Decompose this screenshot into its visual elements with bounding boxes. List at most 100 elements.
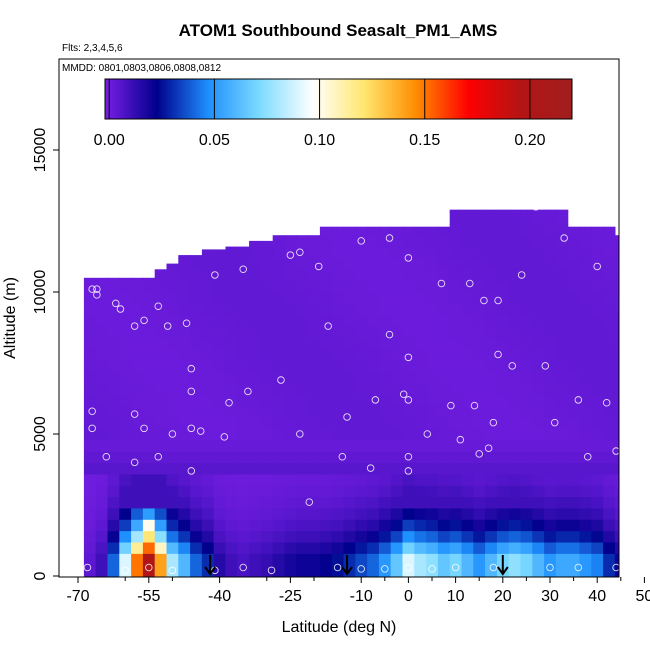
x-tick-label: 40 (588, 588, 606, 605)
heatmap-cell (627, 440, 639, 452)
heatmap-cell (178, 255, 191, 259)
heatmap-cell (508, 473, 522, 486)
heatmap-cell (308, 382, 321, 395)
heatmap-cell (461, 564, 474, 577)
heatmap-cell (614, 428, 619, 441)
heatmap-cell (591, 226, 604, 236)
heatmap-cell (532, 257, 545, 270)
heatmap-cell (237, 428, 250, 441)
heatmap-cell (142, 462, 156, 475)
flight-point (404, 452, 413, 461)
heatmap-cell (119, 428, 132, 441)
heatmap-cell (355, 564, 368, 577)
heatmap-cell (532, 314, 545, 327)
heatmap-cell (225, 280, 238, 293)
heatmap-cell (296, 394, 309, 407)
heatmap-cell (532, 269, 545, 282)
heatmap-cell (237, 541, 250, 554)
flight-point (489, 418, 498, 427)
heatmap-cell (449, 553, 463, 566)
heatmap-cell (461, 462, 474, 475)
heatmap-cell (284, 257, 297, 270)
heatmap-cell (142, 360, 156, 373)
flight-point (480, 296, 488, 305)
heatmap-cell (508, 530, 522, 543)
flight-point (584, 452, 592, 461)
heatmap-cell (355, 541, 368, 554)
heatmap-cell (449, 485, 463, 498)
heatmap-cell (591, 553, 604, 566)
heatmap-cell (603, 226, 616, 236)
heatmap-cell (603, 348, 616, 361)
flight-point (357, 237, 365, 245)
heatmap-cell (249, 371, 262, 384)
heatmap-cell (461, 303, 474, 316)
heatmap-cell (367, 303, 380, 316)
heatmap-cell (107, 280, 120, 293)
heatmap-cell (496, 337, 510, 350)
heatmap-cell (260, 240, 274, 248)
heatmap-cell (426, 269, 439, 282)
heatmap-cell (367, 541, 380, 554)
heatmap-cell (639, 315, 650, 327)
heatmap-cell (555, 257, 569, 270)
heatmap-cell (639, 440, 650, 452)
heatmap-cell (485, 382, 498, 395)
heatmap-cell (119, 439, 132, 452)
heatmap-cell (378, 246, 392, 259)
heatmap-cell (296, 382, 309, 395)
heatmap-cell (107, 382, 120, 395)
heatmap-cell (154, 473, 168, 486)
heatmap-cell (532, 223, 545, 236)
heatmap-cell (119, 530, 132, 543)
heatmap-cell (213, 292, 227, 304)
x-axis: -70-55-40-25-1001020304050607080 (66, 577, 650, 605)
heatmap-cell (331, 226, 345, 236)
heatmap-cell (367, 337, 380, 350)
heatmap-cell (260, 246, 274, 259)
heatmap-cell (402, 416, 415, 429)
heatmap-cell (119, 314, 132, 327)
heatmap-cell (461, 451, 474, 463)
heatmap-cell (496, 209, 510, 214)
heatmap-cell (166, 292, 179, 304)
heatmap-cell (237, 473, 250, 486)
heatmap-cell (426, 246, 439, 259)
heatmap-cell (296, 360, 309, 373)
flight-point (296, 248, 304, 256)
flight-point (314, 262, 323, 271)
flight-point (277, 376, 285, 384)
heatmap-cell (591, 451, 604, 463)
heatmap-cell (485, 394, 498, 407)
heatmap-cell (190, 439, 203, 452)
heatmap-cell (367, 507, 380, 520)
heatmap-cell (166, 451, 179, 463)
heatmap-cell (260, 519, 274, 532)
heatmap-cell (201, 496, 215, 509)
heatmap-cell (296, 428, 309, 441)
heatmap-cell (426, 473, 439, 486)
heatmap-cell (119, 303, 132, 316)
heatmap-cell (95, 280, 109, 293)
heatmap-cell (83, 303, 97, 316)
heatmap-cell (83, 439, 97, 452)
heatmap-cell (166, 485, 179, 498)
heatmap-cell (142, 280, 156, 293)
flight-point (475, 450, 483, 458)
heatmap-cell (131, 451, 144, 463)
heatmap-cell (591, 280, 604, 293)
heatmap-cell (555, 269, 569, 282)
flight-point (211, 271, 219, 279)
heatmap-cell (249, 485, 262, 498)
heatmap-cell (355, 462, 368, 475)
heatmap-cell (390, 292, 404, 304)
heatmap-cell (319, 394, 333, 407)
heatmap-cell (639, 406, 650, 418)
heatmap-cell (579, 371, 592, 384)
heatmap-cell (461, 246, 474, 259)
heatmap-cell (260, 348, 274, 361)
heatmap-cell (390, 405, 404, 418)
heatmap-cell (402, 280, 415, 293)
heatmap-cell (532, 382, 545, 395)
heatmap-cell (83, 496, 97, 509)
